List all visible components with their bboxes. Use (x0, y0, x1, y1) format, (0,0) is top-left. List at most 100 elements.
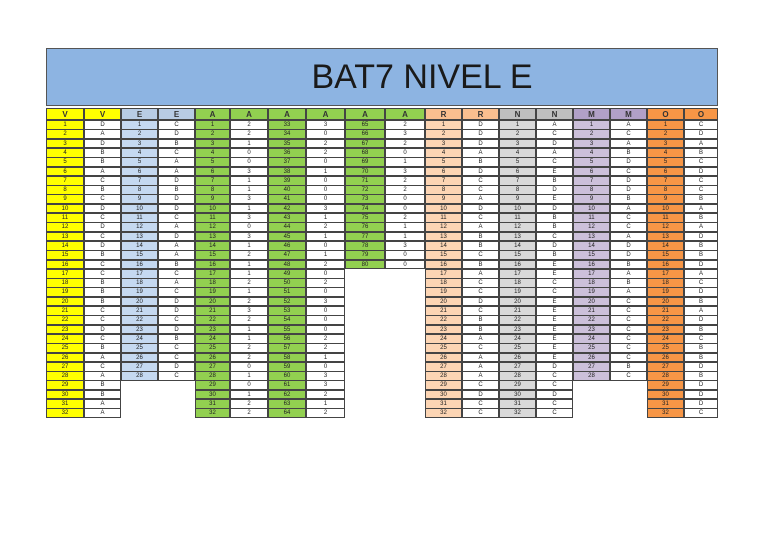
table-cell: 1 (230, 389, 268, 400)
table-cell: A (158, 250, 195, 260)
table-cell: 2 (230, 296, 268, 307)
table-cell: 0 (385, 250, 425, 260)
table-cell: 2 (306, 389, 345, 400)
table-cell: 37 (268, 157, 306, 167)
table-cell: 3 (306, 296, 345, 307)
table-cell: B (684, 296, 718, 307)
table-cell: 74 (345, 203, 385, 214)
table-cell: C (462, 250, 499, 260)
header-cell: A (195, 108, 230, 120)
table-cell: 5 (425, 157, 462, 167)
table-cell: 79 (345, 250, 385, 260)
table-cell: 20 (647, 296, 684, 307)
header-cell: N (499, 108, 536, 120)
header-cell: A (306, 108, 345, 120)
table-cell: 42 (268, 203, 306, 214)
table-cell: 57 (268, 343, 306, 353)
table-cell: 30 (195, 389, 230, 400)
header-cell: A (268, 108, 306, 120)
table-cell: A (158, 157, 195, 167)
table-cell: 28 (121, 371, 158, 381)
table-cell: 32 (499, 408, 536, 419)
table-cell: C (610, 296, 647, 307)
table-cell: D (536, 203, 573, 214)
table-cell: B (84, 389, 121, 400)
table-cell: 32 (647, 408, 684, 419)
table-cell: 25 (46, 343, 84, 353)
table-cell: 25 (499, 343, 536, 353)
header-cell: V (46, 108, 84, 120)
table-cell: C (462, 408, 499, 419)
table-cell: 3 (306, 203, 345, 214)
header-cell: A (230, 108, 268, 120)
table-cell: 20 (121, 296, 158, 307)
table-cell: 10 (46, 203, 84, 214)
title: BAT7 NIVEL E (311, 57, 533, 96)
table-cell: 25 (647, 343, 684, 353)
table-cell: E (536, 343, 573, 353)
table-cell: 20 (195, 296, 230, 307)
table-cell: 15 (499, 250, 536, 260)
table-cell: 32 (46, 408, 84, 419)
table-cell: 25 (121, 343, 158, 353)
table-cell: C (536, 408, 573, 419)
table-cell: 2 (230, 343, 268, 353)
table-cell: 0 (385, 259, 425, 270)
table-cell: 62 (268, 389, 306, 400)
table-cell: 2 (306, 343, 345, 353)
header-cell: R (425, 108, 462, 120)
table-cell: 69 (345, 157, 385, 167)
table-cell: 30 (647, 389, 684, 400)
table-cell: 30 (46, 389, 84, 400)
table-cell: C (610, 371, 647, 381)
table-cell: 32 (425, 408, 462, 419)
table-cell: C (462, 343, 499, 353)
table-cell: D (462, 203, 499, 214)
table-cell: C (684, 157, 718, 167)
table-cell: 5 (647, 157, 684, 167)
table-cell: 15 (573, 250, 610, 260)
table-cell: C (536, 157, 573, 167)
header-cell: R (462, 108, 499, 120)
table-cell: D (158, 203, 195, 214)
table-cell: A (610, 203, 647, 214)
table-cell: B (536, 250, 573, 260)
table-cell: 20 (425, 296, 462, 307)
table-cell: 52 (268, 296, 306, 307)
table-cell: D (462, 296, 499, 307)
table-cell: 15 (195, 250, 230, 260)
table-cell: B (84, 157, 121, 167)
table-cell: 10 (573, 203, 610, 214)
table-cell: D (610, 250, 647, 260)
table-cell: 0 (385, 203, 425, 214)
table-cell: 2 (230, 250, 268, 260)
table-cell: 5 (121, 157, 158, 167)
table-cell: 15 (647, 250, 684, 260)
table-cell: B (684, 250, 718, 260)
table-cell: C (684, 408, 718, 419)
table-cell: 80 (345, 259, 385, 270)
title-banner: BAT7 NIVEL E (46, 48, 718, 106)
header-cell: M (573, 108, 610, 120)
table-cell: B (84, 296, 121, 307)
table-cell: 32 (195, 408, 230, 419)
table-cell: 2 (230, 408, 268, 419)
table-cell: 10 (121, 203, 158, 214)
table-cell: B (684, 343, 718, 353)
table-cell: 47 (268, 250, 306, 260)
table-cell: 1 (230, 203, 268, 214)
table-cell: 30 (499, 389, 536, 400)
table-cell: 10 (425, 203, 462, 214)
table-cell: 25 (195, 343, 230, 353)
header-cell: O (684, 108, 718, 120)
table-cell: C (158, 343, 195, 353)
table-cell: D (610, 157, 647, 167)
header-cell: N (536, 108, 573, 120)
table-cell: 5 (195, 157, 230, 167)
table-cell: 15 (425, 250, 462, 260)
table-cell: 15 (46, 250, 84, 260)
table-cell: 28 (573, 371, 610, 381)
table-cell: 30 (425, 389, 462, 400)
table-cell: D (684, 389, 718, 400)
table-cell: 2 (306, 408, 345, 419)
